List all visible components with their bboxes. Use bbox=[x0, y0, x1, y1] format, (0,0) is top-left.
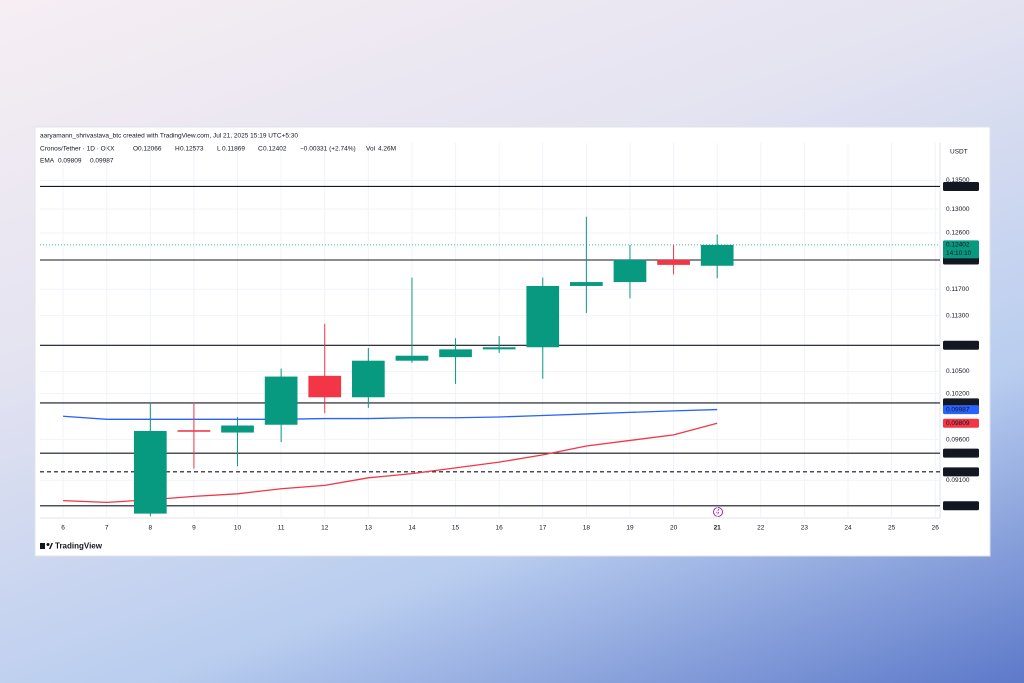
ema-label-box bbox=[943, 418, 979, 428]
level-label: 0.09202 bbox=[946, 469, 970, 476]
volume-key: Vol bbox=[366, 146, 376, 153]
candle-body bbox=[177, 430, 211, 432]
logo-slash bbox=[49, 543, 53, 549]
y-tick-label: 0.13000 bbox=[946, 206, 970, 213]
ohlc-key: H bbox=[175, 146, 180, 153]
x-tick-label: 22 bbox=[757, 525, 765, 532]
level-label-box bbox=[943, 467, 979, 477]
level-label-box bbox=[943, 448, 979, 458]
currency: USDT bbox=[950, 149, 968, 156]
logo-mark bbox=[40, 543, 45, 549]
ohlc-value: 0.11869 bbox=[222, 146, 245, 153]
candle-body bbox=[526, 285, 560, 348]
tv-logo bbox=[40, 543, 53, 549]
y-tick-label: 0.11300 bbox=[946, 312, 969, 319]
x-tick-label: 21 bbox=[714, 525, 722, 532]
candle-body bbox=[439, 349, 472, 358]
x-tick-label: 7 bbox=[105, 525, 109, 532]
candle-body bbox=[700, 244, 734, 266]
ohlc-key: O bbox=[133, 146, 138, 153]
panel bbox=[35, 127, 990, 556]
level-label: 0.13392 bbox=[946, 183, 970, 190]
x-tick-label: 16 bbox=[496, 525, 504, 532]
candle-body bbox=[308, 375, 342, 398]
ema-label: EMA bbox=[40, 158, 55, 165]
y-tick-label: 0.09100 bbox=[946, 477, 970, 484]
level-label: 0.10075 bbox=[946, 400, 970, 407]
ema-axis-label: 0.09809 bbox=[946, 420, 970, 427]
change: −0.00331 (+2.74%) bbox=[300, 146, 356, 153]
candle-body bbox=[351, 360, 385, 398]
ohlc-value: 0.12573 bbox=[180, 146, 204, 153]
ema-legend-value: 0.09809 bbox=[58, 158, 82, 165]
x-tick-label: 23 bbox=[801, 525, 809, 532]
ohlc-value: 0.12402 bbox=[263, 146, 287, 153]
x-tick-label: 26 bbox=[932, 525, 940, 532]
candle-body bbox=[657, 259, 690, 265]
candle-body bbox=[133, 430, 167, 514]
ohlc-key: L bbox=[217, 146, 221, 153]
candle-body bbox=[613, 259, 647, 283]
last-price-box bbox=[943, 240, 979, 259]
ema-legend-value: 0.09987 bbox=[90, 158, 114, 165]
candle-body bbox=[264, 376, 298, 425]
symbol: Cronos/Tether · 1D · OKX bbox=[40, 146, 115, 153]
ema-label-box bbox=[943, 405, 979, 415]
level-label: 0.09431 bbox=[946, 450, 970, 457]
level-label-box bbox=[943, 181, 979, 191]
x-tick-label: 17 bbox=[539, 525, 547, 532]
level-label: 0.08800 bbox=[946, 503, 970, 510]
x-tick-label: 25 bbox=[888, 525, 896, 532]
x-tick-label: 9 bbox=[192, 525, 196, 532]
y-tick-label: 0.10500 bbox=[946, 368, 970, 375]
x-tick-label: 6 bbox=[61, 525, 65, 532]
ema-line bbox=[63, 422, 718, 504]
y-tick-label: 0.10200 bbox=[946, 390, 970, 397]
x-tick-label: 14 bbox=[408, 525, 416, 532]
event-icon bbox=[713, 507, 723, 517]
volume-value: 4.26M bbox=[378, 146, 396, 153]
x-tick-label: 19 bbox=[626, 525, 634, 532]
countdown: 14:10:10 bbox=[946, 250, 972, 257]
ohlc-value: 0.12066 bbox=[138, 146, 162, 153]
y-tick-label: 0.12600 bbox=[946, 230, 970, 237]
ema-line bbox=[63, 408, 718, 420]
x-tick-label: 18 bbox=[583, 525, 591, 532]
x-tick-label: 12 bbox=[321, 525, 329, 532]
x-tick-label: 11 bbox=[278, 525, 285, 532]
level-label: 0.10868 bbox=[946, 342, 970, 349]
level-label-box bbox=[943, 340, 979, 350]
x-tick-label: 13 bbox=[365, 525, 373, 532]
x-tick-label: 10 bbox=[234, 525, 242, 532]
level-label: 0.12158 bbox=[946, 257, 970, 264]
panel-border bbox=[34, 126, 991, 557]
x-tick-label: 24 bbox=[844, 525, 852, 532]
y-tick-label: 0.13500 bbox=[946, 177, 970, 184]
last-price-label: 0.12402 bbox=[946, 242, 970, 249]
candle-body bbox=[482, 347, 516, 350]
y-tick-label: 0.09600 bbox=[946, 436, 970, 443]
brand: TradingView bbox=[55, 542, 103, 551]
ema-axis-label: 0.09987 bbox=[946, 406, 970, 413]
x-tick-label: 20 bbox=[670, 525, 678, 532]
credit: aaryamann_shrivastava_btc created with T… bbox=[40, 133, 298, 140]
x-tick-label: 8 bbox=[149, 525, 153, 532]
ohlc-key: C bbox=[258, 146, 263, 153]
level-label-box bbox=[943, 501, 979, 511]
x-tick-label: 15 bbox=[452, 525, 460, 532]
candle-body bbox=[570, 282, 603, 286]
y-tick-label: 0.11700 bbox=[946, 286, 969, 293]
candle-body bbox=[221, 425, 254, 433]
candle-body bbox=[395, 355, 429, 361]
logo-dot bbox=[46, 543, 50, 546]
